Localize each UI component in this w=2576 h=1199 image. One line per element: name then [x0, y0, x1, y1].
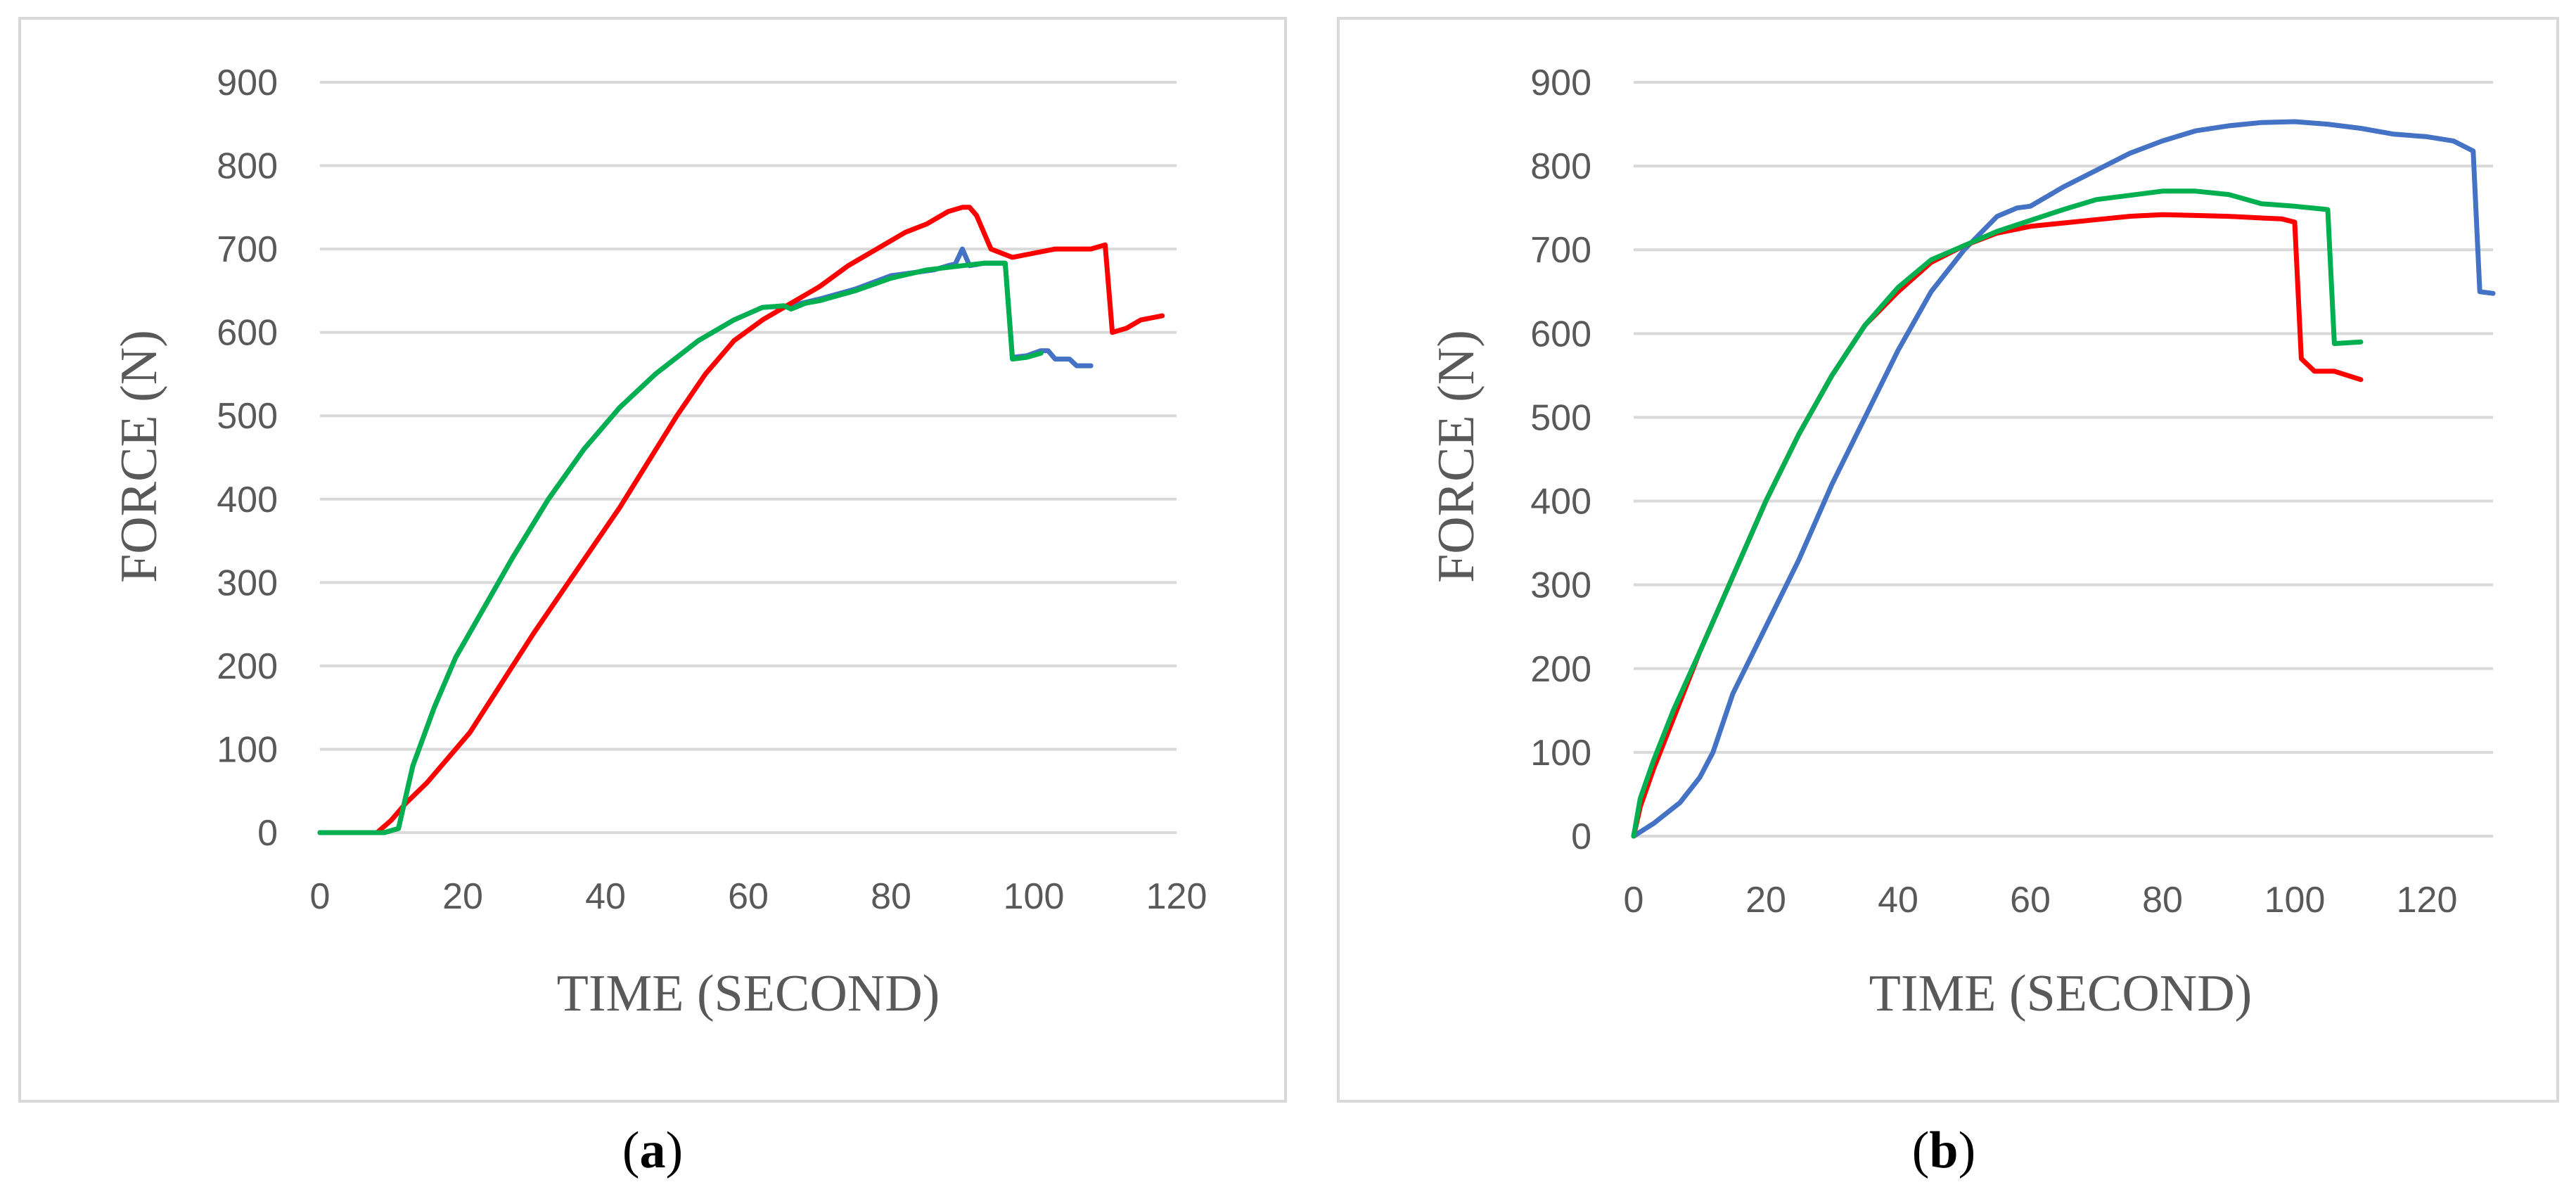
panel-b-x-tick-labels: 0 20 40 60 80 100 120 — [1624, 880, 2458, 921]
panel-a-series-line-2 — [317, 205, 1165, 835]
panel-a-x-tick-labels: 0 20 40 60 80 100 120 — [310, 876, 1207, 917]
caption-b-letter: b — [1929, 1122, 1958, 1179]
panel-a-x-tick-label-120: 120 — [1146, 876, 1207, 917]
panel-b-y-tick-label-500: 500 — [1530, 397, 1591, 438]
panel-b-frame — [1337, 17, 2559, 1103]
panel-b-x-tick-label-100: 100 — [2264, 880, 2326, 921]
panel-b-x-tick-label-0: 0 — [1624, 880, 1644, 921]
panel-b-x-tick-label-120: 120 — [2397, 880, 2458, 921]
panel-b-y-tick-label-600: 600 — [1530, 314, 1591, 354]
panel-a-y-tick-label-500: 500 — [217, 396, 278, 437]
panel-b-y-tick-label-100: 100 — [1530, 733, 1591, 774]
panel-b-gridlines — [1634, 81, 2493, 838]
panel-a-y-tick-label-600: 600 — [217, 313, 278, 354]
panel-a-y-tick-label-200: 200 — [217, 646, 278, 687]
panel-a-y-tick-label-800: 800 — [217, 146, 278, 187]
panel-b-y-axis-title: FORCE (N) — [1428, 330, 1485, 583]
panel-a-x-tick-label-0: 0 — [310, 876, 331, 917]
panel-a-frame — [18, 17, 1287, 1103]
panel-a-x-tick-label-40: 40 — [585, 876, 626, 917]
panel-a-y-tick-label-0: 0 — [257, 813, 278, 854]
panel-b-y-tick-label-0: 0 — [1571, 816, 1591, 857]
panel-b-series — [1631, 119, 2496, 839]
panel-a-series — [317, 205, 1165, 835]
panel-a-x-tick-label-80: 80 — [871, 876, 911, 917]
panel-b-x-tick-label-80: 80 — [2142, 880, 2183, 921]
panel-b-y-tick-label-700: 700 — [1530, 230, 1591, 271]
panel-a-x-tick-label-20: 20 — [442, 876, 483, 917]
panel-b-series-line-3 — [1631, 188, 2364, 839]
panel-b-y-tick-label-300: 300 — [1530, 565, 1591, 606]
panel-a-y-tick-labels: 0 100 200 300 400 500 600 700 800 900 — [217, 63, 278, 854]
panel-a-y-tick-label-100: 100 — [217, 729, 278, 770]
panel-b-y-tick-label-800: 800 — [1530, 146, 1591, 187]
panel-a-x-tick-label-100: 100 — [1004, 876, 1065, 917]
panel-a-y-tick-label-900: 900 — [217, 63, 278, 103]
panel-a-y-tick-label-700: 700 — [217, 229, 278, 270]
panel-b-x-axis-title: TIME (SECOND) — [1869, 965, 2253, 1022]
caption-a-letter: a — [640, 1122, 666, 1179]
panel-a: 0 20 40 60 80 100 120 0 100 200 300 400 500 600 700 80… — [18, 17, 1287, 1103]
panel-b: 0 20 40 60 80 100 120 0 100 200 300 400 500 600 700 80… — [1337, 17, 2559, 1103]
caption-a: (a) — [622, 1122, 683, 1179]
panel-b-series-line-1 — [1631, 119, 2496, 839]
panel-a-x-tick-label-60: 60 — [728, 876, 769, 917]
panel-b-y-tick-label-400: 400 — [1530, 482, 1591, 522]
panel-b-x-tick-label-40: 40 — [1878, 880, 1918, 921]
panel-a-x-axis-title: TIME (SECOND) — [557, 965, 940, 1022]
caption-b: (b) — [1912, 1122, 1975, 1179]
panel-a-y-axis-title: FORCE (N) — [110, 330, 168, 583]
panel-b-x-tick-label-60: 60 — [2010, 880, 2051, 921]
panel-b-y-tick-label-200: 200 — [1530, 649, 1591, 690]
panel-a-gridlines — [320, 81, 1177, 834]
panel-a-y-tick-label-400: 400 — [217, 480, 278, 520]
panel-b-y-tick-labels: 0 100 200 300 400 500 600 700 800 900 — [1530, 63, 1591, 857]
panel-a-series-line-3 — [317, 260, 1044, 835]
panel-b-x-tick-label-20: 20 — [1745, 880, 1786, 921]
panel-b-y-tick-label-900: 900 — [1530, 63, 1591, 103]
panel-a-y-tick-label-300: 300 — [217, 563, 278, 603]
